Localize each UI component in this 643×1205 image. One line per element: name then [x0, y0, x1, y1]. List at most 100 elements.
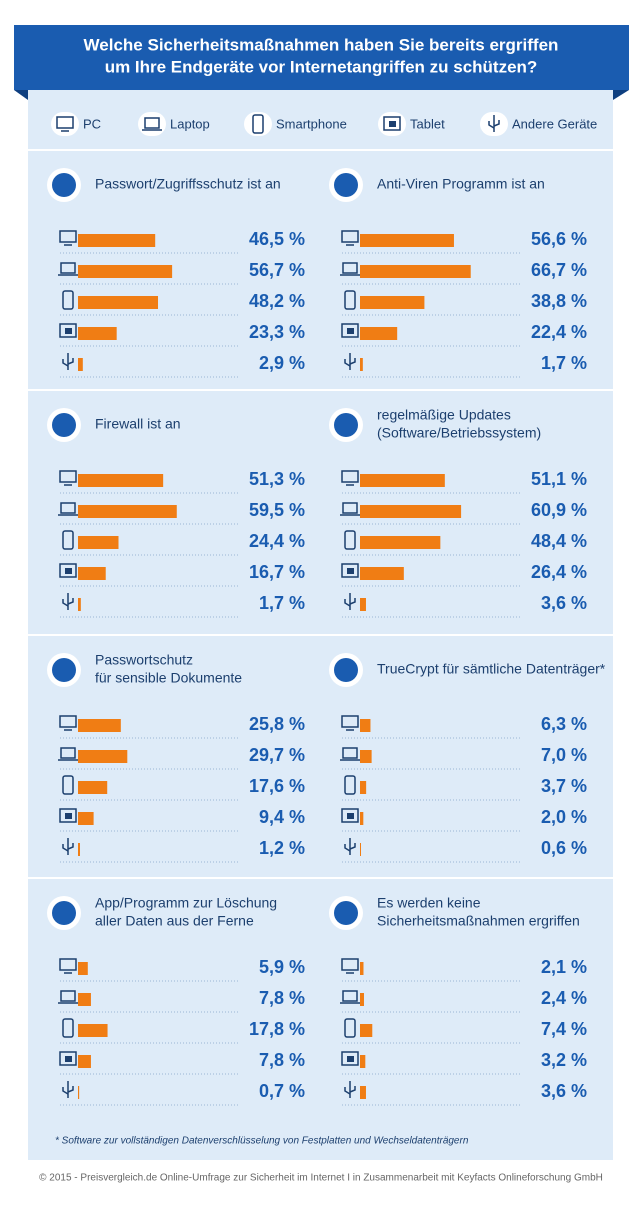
legend-icon-bg — [51, 112, 79, 136]
value-label: 2,0 % — [541, 807, 587, 827]
bar — [78, 358, 83, 371]
header-title: Welche Sicherheitsmaßnahmen haben Sie be… — [84, 35, 559, 54]
value-label: 17,6 % — [249, 776, 305, 796]
value-label: 3,6 % — [541, 1081, 587, 1101]
bar — [360, 536, 441, 549]
value-label: 16,7 % — [249, 562, 305, 582]
phone-icon — [62, 530, 74, 550]
bar — [78, 567, 106, 580]
source: © 2015 - Preisvergleich.de Online-Umfrag… — [39, 1173, 603, 1184]
laptop-icon — [60, 502, 76, 514]
value-label: 6,3 % — [541, 714, 587, 734]
value-label: 7,0 % — [541, 745, 587, 765]
section-icon — [334, 173, 358, 197]
phone-icon — [252, 114, 264, 134]
section-icon — [334, 658, 358, 682]
legend-label: Laptop — [170, 116, 210, 131]
chart-title: Firewall ist an — [95, 416, 181, 432]
value-label: 51,1 % — [531, 469, 587, 489]
header-banner — [14, 25, 629, 90]
bar — [360, 296, 425, 309]
chart-title: Passwortschutz — [95, 652, 193, 668]
tablet-icon — [347, 1056, 354, 1062]
bar — [78, 536, 119, 549]
pc-icon — [341, 958, 359, 971]
laptop-icon — [144, 117, 160, 129]
value-label: 0,6 % — [541, 838, 587, 858]
bar — [78, 505, 177, 518]
section-icon — [334, 901, 358, 925]
bar — [360, 327, 398, 340]
panel — [28, 60, 613, 1160]
chart-title: TrueCrypt für sämtliche Datenträger* — [377, 661, 606, 677]
legend-label: Tablet — [410, 116, 445, 131]
usb-icon — [344, 598, 356, 607]
bar — [78, 1055, 91, 1068]
usb-icon — [62, 358, 74, 367]
legend-icon-bg — [138, 112, 166, 136]
usb-icon — [62, 598, 74, 607]
usb-icon — [62, 843, 74, 852]
phone-icon — [344, 1018, 356, 1038]
bar — [360, 234, 454, 247]
bar — [360, 719, 371, 732]
section-icon — [52, 901, 76, 925]
bar — [360, 843, 361, 856]
fold-right — [613, 90, 629, 100]
chart-title: App/Programm zur Löschung — [95, 895, 277, 911]
laptop-icon — [60, 990, 76, 1002]
tablet-icon — [65, 328, 72, 334]
value-label: 29,7 % — [249, 745, 305, 765]
bar — [78, 1024, 108, 1037]
tablet-icon — [341, 563, 359, 578]
value-label: 59,5 % — [249, 500, 305, 520]
bar — [78, 962, 88, 975]
bar — [360, 505, 462, 518]
bar — [360, 781, 367, 794]
chart-title: für sensible Dokumente — [95, 670, 242, 686]
chart-title: (Software/Betriebssystem) — [377, 425, 541, 441]
bar — [78, 234, 156, 247]
bar — [78, 750, 128, 763]
tablet-icon — [347, 568, 354, 574]
laptop-icon — [342, 262, 358, 274]
value-label: 1,7 % — [541, 353, 587, 373]
value-label: 38,8 % — [531, 291, 587, 311]
value-label: 24,4 % — [249, 531, 305, 551]
value-label: 48,2 % — [249, 291, 305, 311]
legend-label: PC — [83, 116, 101, 131]
tablet-icon — [59, 563, 77, 578]
tablet-icon — [65, 568, 72, 574]
tablet-icon — [347, 813, 354, 819]
tablet-icon — [65, 1056, 72, 1062]
tablet-icon — [59, 1051, 77, 1066]
bar — [360, 812, 364, 825]
value-label: 56,7 % — [249, 260, 305, 280]
pc-icon — [59, 470, 77, 483]
value-label: 22,4 % — [531, 322, 587, 342]
tablet-icon — [59, 808, 77, 823]
bar — [78, 265, 173, 278]
tablet-icon — [65, 813, 72, 819]
section-icon — [52, 658, 76, 682]
value-label: 51,3 % — [249, 469, 305, 489]
pc-icon — [59, 715, 77, 728]
value-label: 46,5 % — [249, 229, 305, 249]
tablet-icon — [389, 121, 396, 127]
legend-label: Andere Geräte — [512, 116, 597, 131]
pc-icon — [56, 116, 74, 129]
value-label: 1,7 % — [259, 593, 305, 613]
bar — [360, 1086, 366, 1099]
value-label: 66,7 % — [531, 260, 587, 280]
laptop-icon — [60, 262, 76, 274]
pc-icon — [341, 230, 359, 243]
bar — [78, 296, 159, 309]
bar — [360, 1024, 373, 1037]
value-label: 2,1 % — [541, 957, 587, 977]
bar — [360, 567, 404, 580]
bar — [78, 598, 81, 611]
phone-icon — [344, 530, 356, 550]
value-label: 0,7 % — [259, 1081, 305, 1101]
usb-icon — [488, 120, 500, 129]
